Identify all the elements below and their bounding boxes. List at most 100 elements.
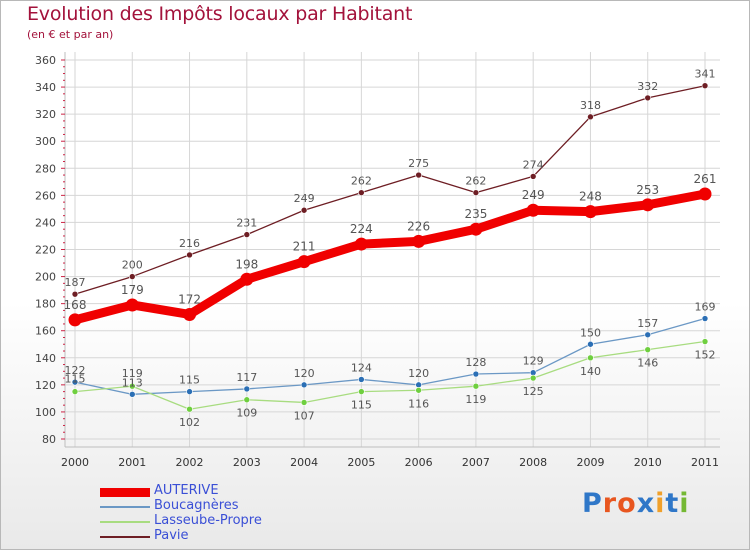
data-label: 109 [236,407,257,420]
data-label: 125 [523,385,544,398]
data-point [300,206,308,214]
y-tick-label: 100 [35,406,56,419]
y-tick-label: 340 [35,81,56,94]
data-label: 117 [236,371,257,384]
data-label: 102 [179,416,200,429]
data-label: 115 [179,374,200,387]
data-point [358,189,365,196]
legend-swatch [100,521,150,523]
data-label: 216 [179,237,200,250]
logo-letter: r [602,488,618,519]
data-label: 198 [235,257,258,271]
data-label: 124 [351,361,372,374]
data-label: 129 [523,355,544,368]
data-point [701,82,709,90]
data-point [587,340,594,348]
data-point [526,203,540,217]
data-point [71,388,79,395]
data-label: 249 [522,188,545,202]
y-tick-label: 320 [35,108,56,121]
y-tick-label: 140 [35,352,56,365]
data-label: 152 [695,349,716,362]
legend-label: Boucagnères [154,498,239,513]
data-point [186,405,193,413]
x-tick-label: 2004 [290,456,318,469]
y-tick-label: 220 [35,244,56,257]
data-point [71,378,79,386]
data-label: 248 [579,190,602,204]
data-label: 107 [294,409,315,422]
data-label: 261 [694,172,717,186]
series-line-lasseube-propre [74,340,706,410]
data-label: 249 [294,192,315,205]
data-point [641,198,655,212]
y-tick-label: 160 [35,325,56,338]
x-tick-label: 2009 [576,456,604,469]
data-label: 275 [408,157,429,170]
data-point [415,381,422,389]
logo-letter: P [582,488,603,519]
data-label: 274 [523,158,544,171]
x-tick-label: 2003 [233,456,261,469]
data-label: 140 [580,365,601,378]
y-tick-label: 120 [35,379,56,392]
data-label: 318 [580,99,601,112]
data-point [701,338,709,345]
data-point [128,273,136,280]
logo-letter: i [655,488,666,519]
data-point [583,205,597,219]
data-point [469,222,483,236]
data-label: 253 [636,183,659,197]
x-tick-label: 2011 [691,456,719,469]
data-point [587,354,594,362]
data-point [472,382,480,390]
data-point [412,234,426,248]
data-point [243,231,251,238]
data-label: 157 [637,317,658,330]
x-tick-label: 2007 [462,456,490,469]
logo-letter: o [617,488,637,519]
data-label: 113 [122,376,143,389]
x-tick-label: 2001 [118,456,146,469]
data-label: 341 [695,68,716,81]
y-tick-label: 280 [35,162,56,175]
data-point [68,313,82,327]
data-point [183,307,197,321]
legend-swatch [100,506,150,508]
data-point [415,386,422,394]
series-line-pavie [74,85,706,295]
data-point [300,381,308,389]
data-label: 128 [465,356,486,369]
y-tick-label: 260 [35,189,56,202]
data-label: 231 [236,217,257,230]
data-label: 332 [637,80,658,93]
data-label: 115 [65,373,86,386]
data-label: 120 [294,367,315,380]
series-line-auterive [73,189,706,325]
x-tick-label: 2000 [61,456,89,469]
data-point [240,272,254,286]
x-tick-label: 2008 [519,456,547,469]
data-point [243,385,251,393]
chart-subtitle: (en € et par an) [27,28,114,41]
y-tick-label: 360 [35,54,56,67]
data-label: 116 [408,397,429,410]
x-tick-label: 2010 [634,456,662,469]
legend-swatch [100,536,150,538]
data-label: 122 [65,364,86,377]
data-point [644,346,652,353]
data-point [128,391,136,398]
y-tick-label: 180 [35,298,56,311]
data-label: 150 [580,326,601,339]
data-point [644,94,652,102]
legend-label: Lasseube-Propre [154,513,262,528]
proxiti-logo: Proxiti [582,488,690,519]
data-label: 120 [408,367,429,380]
logo-letter: x [636,488,656,519]
y-tick-label: 80 [42,433,56,446]
data-point [529,173,537,180]
data-label: 235 [464,207,487,221]
data-point [701,315,709,322]
